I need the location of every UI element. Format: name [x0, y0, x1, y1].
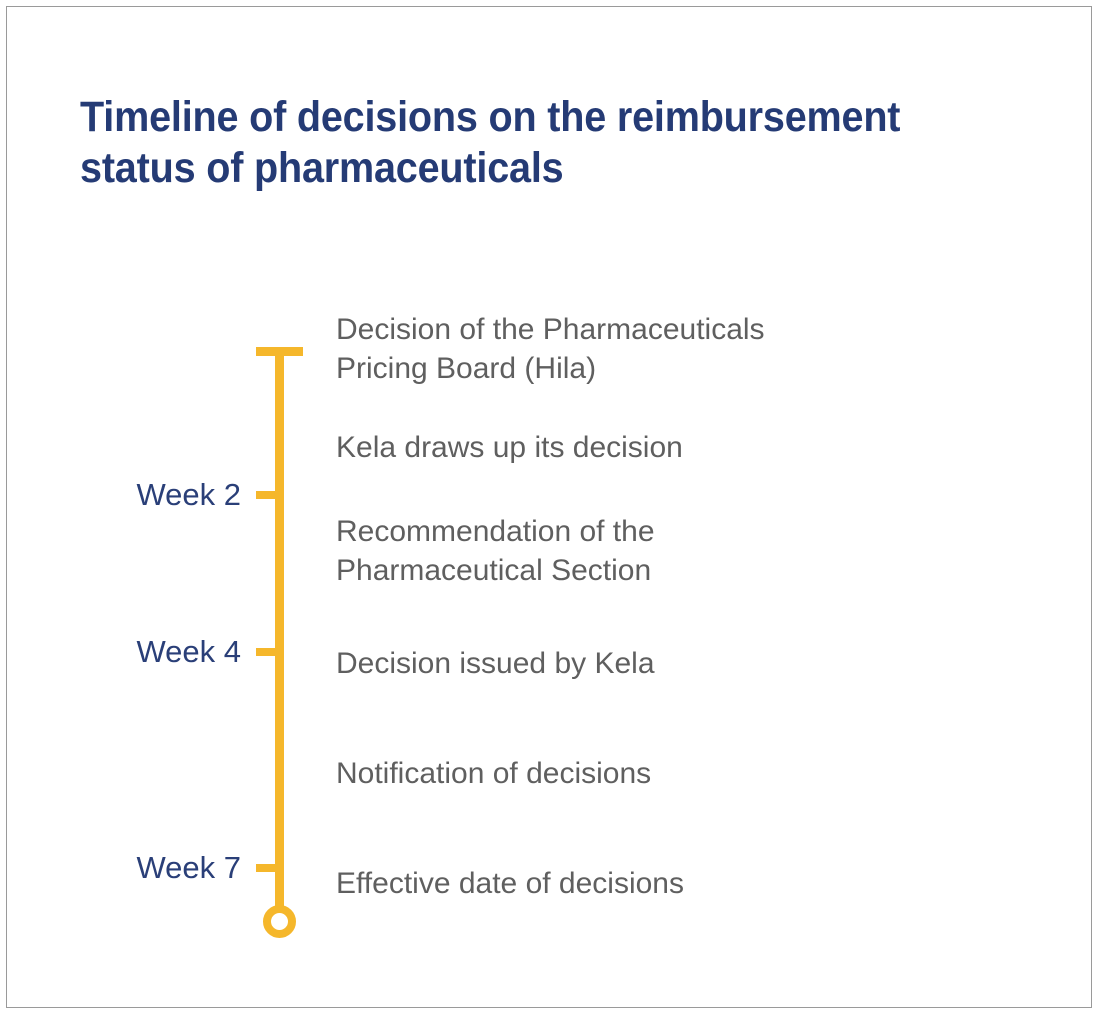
timeline-axis-line: [275, 347, 284, 916]
week-label-week-2: Week 2: [136, 477, 241, 512]
figure-title: Timeline of decisions on the reimburseme…: [80, 93, 901, 192]
timeline-tick-week-4: [256, 648, 283, 656]
timeline-event-effective-date-of-decisions: Effective date of decisions: [336, 867, 684, 900]
timeline-tick-week-7: [256, 864, 283, 872]
week-label-week-4: Week 4: [136, 634, 241, 669]
timeline-event-decision-issued-by-kela: Decision issued by Kela: [336, 647, 655, 680]
timeline-event-kela-draws-decision: Kela draws up its decision: [336, 431, 683, 464]
week-label-week-7: Week 7: [136, 850, 241, 885]
timeline-tick-week-2: [256, 491, 283, 499]
timeline-event-pharmaceutical-section-recommendation: Recommendation of the Pharmaceutical Sec…: [336, 515, 655, 587]
timeline-end-circle-icon: [263, 905, 296, 938]
timeline-event-pricing-board-decision: Decision of the Pharmaceuticals Pricing …: [336, 313, 765, 385]
timeline-event-notification-of-decisions: Notification of decisions: [336, 757, 652, 790]
